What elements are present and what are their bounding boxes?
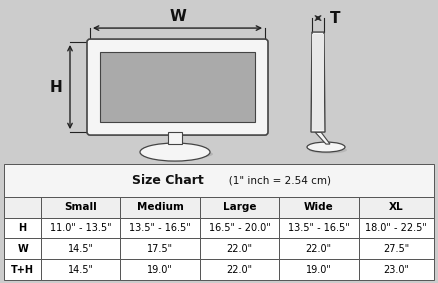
- Bar: [168, 132, 182, 144]
- Ellipse shape: [307, 142, 345, 152]
- Polygon shape: [312, 34, 324, 130]
- Polygon shape: [315, 132, 330, 144]
- FancyBboxPatch shape: [87, 39, 268, 135]
- Text: (1" inch = 2.54 cm): (1" inch = 2.54 cm): [219, 175, 331, 185]
- Ellipse shape: [309, 147, 347, 154]
- Ellipse shape: [140, 143, 210, 161]
- Text: W: W: [169, 9, 186, 24]
- Polygon shape: [311, 32, 325, 132]
- Ellipse shape: [141, 149, 213, 159]
- Text: H: H: [49, 80, 62, 95]
- Bar: [4, 164, 434, 197]
- Text: Size Chart: Size Chart: [131, 174, 203, 187]
- Bar: [100, 52, 255, 122]
- Text: T: T: [330, 10, 340, 25]
